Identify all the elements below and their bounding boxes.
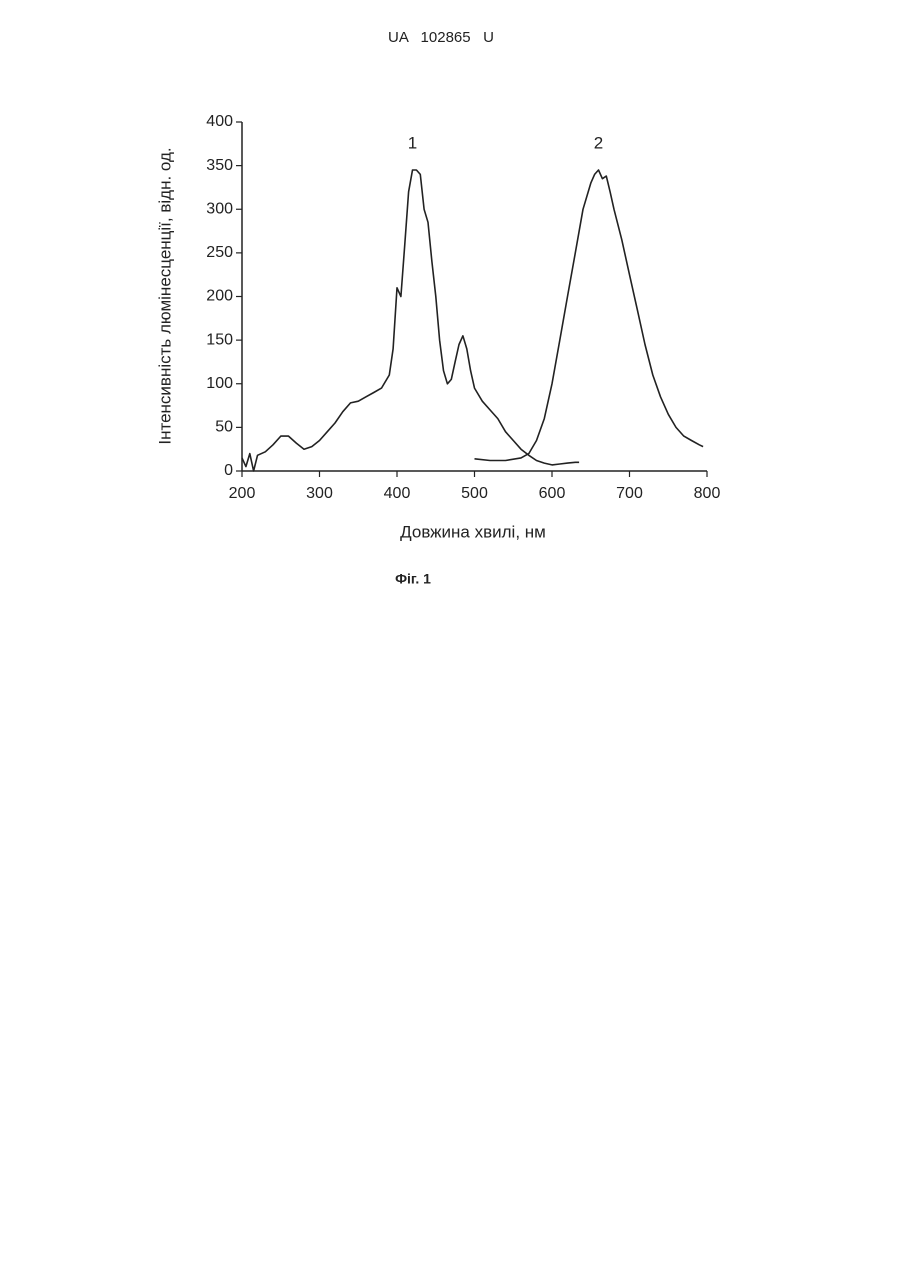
x-tick-label: 600 [539,485,566,502]
series-line [475,170,704,461]
y-tick-label: 50 [215,419,233,436]
y-tick-label: 400 [206,113,233,130]
caption: Фіг. 1 [395,571,431,587]
x-tick-label: 500 [461,485,488,502]
x-axis-label: Довжина хвилі, нм [400,522,546,541]
y-tick-label: 350 [206,157,233,174]
y-tick-label: 300 [206,200,233,217]
page: UA 102865 U Довжина хвилі, нм Інтенсивні… [0,0,901,1273]
series-line [242,170,579,471]
y-tick-label: 100 [206,375,233,392]
y-axis-label: Інтенсивність люмінесценції, відн. од. [155,147,174,444]
document: UA 102865 U Довжина хвилі, нм Інтенсивні… [0,0,901,1273]
series-label: 1 [408,133,417,152]
y-tick-label: 200 [206,288,233,305]
y-tick-label: 150 [206,331,233,348]
x-tick-label: 400 [384,485,411,502]
series-label: 2 [594,133,603,152]
x-tick-label: 300 [306,485,333,502]
x-tick-label: 200 [229,485,256,502]
x-tick-label: 700 [616,485,643,502]
header: UA 102865 U [388,29,494,46]
y-tick-label: 250 [206,244,233,261]
x-tick-label: 800 [694,485,721,502]
y-tick-label: 0 [224,462,233,479]
